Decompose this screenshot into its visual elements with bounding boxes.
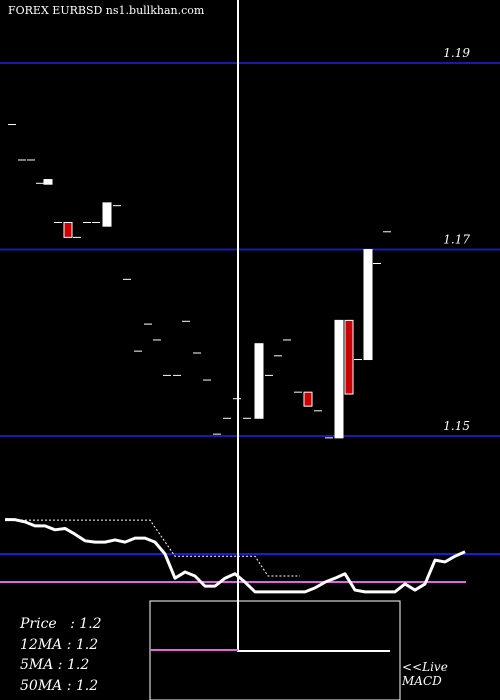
macd-line: [5, 518, 466, 594]
price-level-label: 1.15: [443, 419, 470, 433]
candles: [8, 124, 391, 439]
candle-bear: [303, 391, 313, 407]
live-macd-label-1[interactable]: <<Live: [402, 660, 448, 674]
overlay: [149, 0, 401, 700]
price-level-lines: 1.19 1.17 1.15: [0, 46, 500, 437]
candle-bull: [334, 319, 344, 439]
chart-title: FOREX EURBSD ns1.bullkhan.com: [8, 4, 205, 17]
live-macd-label-2[interactable]: MACD: [402, 674, 442, 688]
macd-panel: [0, 518, 500, 594]
stat-50ma: 50MA : 1.2: [20, 678, 99, 694]
stat-5ma: 5MA : 1.2: [20, 657, 90, 673]
candle-bull: [102, 202, 112, 227]
candle-bull: [363, 249, 373, 361]
candle-bull: [254, 343, 264, 419]
price-level-label: 1.19: [443, 46, 470, 60]
stat-price: Price : 1.2: [20, 616, 102, 632]
candle-bear: [63, 221, 73, 238]
candle-bull: [43, 179, 53, 185]
candle-bear: [344, 319, 354, 395]
price-level-label: 1.17: [443, 233, 470, 247]
macd-signal-line: [5, 519, 300, 577]
stat-12ma: 12MA : 1.2: [20, 637, 99, 653]
